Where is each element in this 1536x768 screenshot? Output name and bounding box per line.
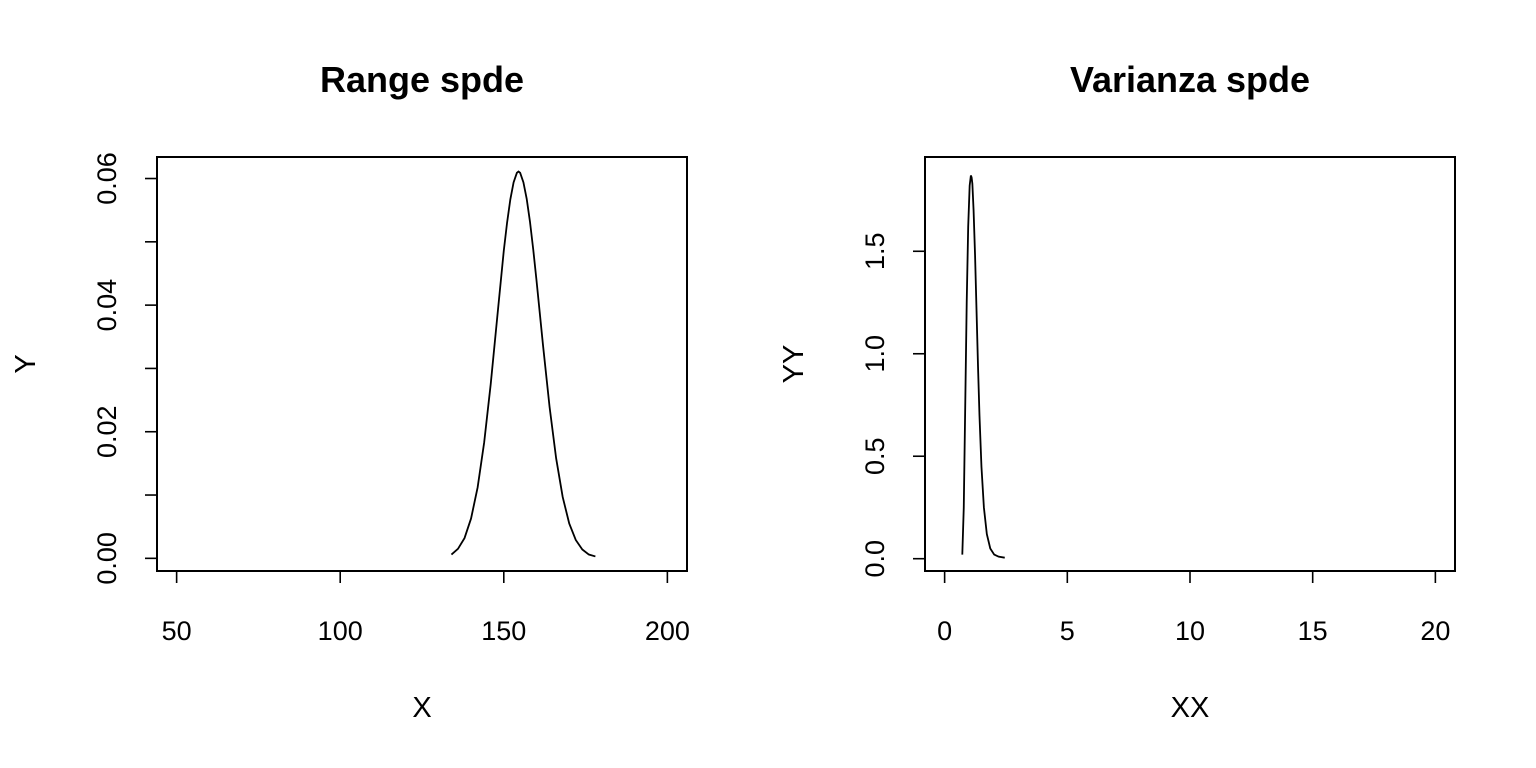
- x-tick-label: 0: [937, 616, 952, 646]
- y-tick-label: 0.02: [92, 405, 122, 458]
- x-axis: 50 100 150 200: [162, 570, 690, 646]
- panel-range-spde: Range spde X Y 50 100 150 200 0.000.020.040…: [10, 59, 690, 724]
- x-axis-label: X: [412, 692, 431, 724]
- y-tick-label: 0.06: [92, 152, 122, 205]
- density-curve: [961, 175, 1005, 559]
- x-tick-label: 5: [1060, 616, 1075, 646]
- y-axis-label: YY: [778, 345, 810, 384]
- x-tick-label: 15: [1298, 616, 1328, 646]
- density-curve: [450, 170, 596, 558]
- plot-area: [450, 170, 596, 558]
- y-axis: 0.0 0.5 1.0 1.5: [860, 233, 926, 578]
- y-axis: 0.00 0.02 0.04 0.06: [92, 152, 158, 585]
- x-tick-label: 20: [1420, 616, 1450, 646]
- panel-varianza-spde: Varianza spde XX YY 0 5 10 15 20 0.0 0.5 1.0 1.…: [778, 59, 1456, 724]
- y-tick-label: 1.0: [860, 335, 890, 373]
- y-tick-label: 1.5: [860, 233, 890, 271]
- x-tick-label: 150: [481, 616, 526, 646]
- y-tick-label: 0.0: [860, 540, 890, 578]
- chart-title: Range spde: [320, 59, 524, 100]
- x-tick-label: 10: [1175, 616, 1205, 646]
- chart-title: Varianza spde: [1070, 59, 1310, 100]
- y-tick-label: 0.00: [92, 532, 122, 585]
- x-axis: 0 5 10 15 20: [937, 570, 1450, 646]
- plot-area: [961, 175, 1005, 559]
- y-axis-label: Y: [10, 354, 42, 373]
- y-tick-label: 0.04: [92, 279, 122, 332]
- plot-frame: [156, 156, 688, 572]
- x-axis-label: XX: [1171, 692, 1210, 724]
- x-tick-label: 100: [318, 616, 363, 646]
- x-tick-label: 50: [162, 616, 192, 646]
- x-tick-label: 200: [645, 616, 690, 646]
- y-tick-label: 0.5: [860, 437, 890, 475]
- plot-frame: [924, 156, 1456, 572]
